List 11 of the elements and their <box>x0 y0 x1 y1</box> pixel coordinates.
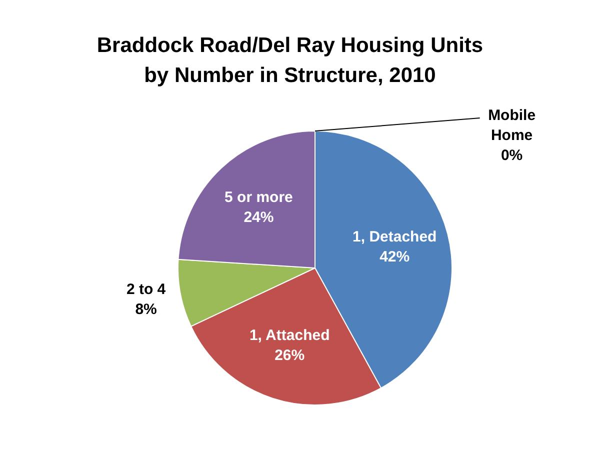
slice-label: 2 to 4 <box>126 281 166 298</box>
data-label: 42% <box>380 248 410 266</box>
category-label: Mobile Home <box>488 106 536 144</box>
data-label: 26% <box>274 347 305 364</box>
slice-label: 5 or more <box>224 189 293 206</box>
text: 0% <box>500 146 523 164</box>
chart-title: Braddock Road/Del Ray Housing Units by Number in Structure, 2010 <box>96 34 484 87</box>
slice-label: 1, Attached <box>249 327 330 344</box>
data-label: 8% <box>135 301 157 318</box>
data-label: 24% <box>244 209 274 226</box>
slice-label: 1, Detached <box>352 228 437 246</box>
